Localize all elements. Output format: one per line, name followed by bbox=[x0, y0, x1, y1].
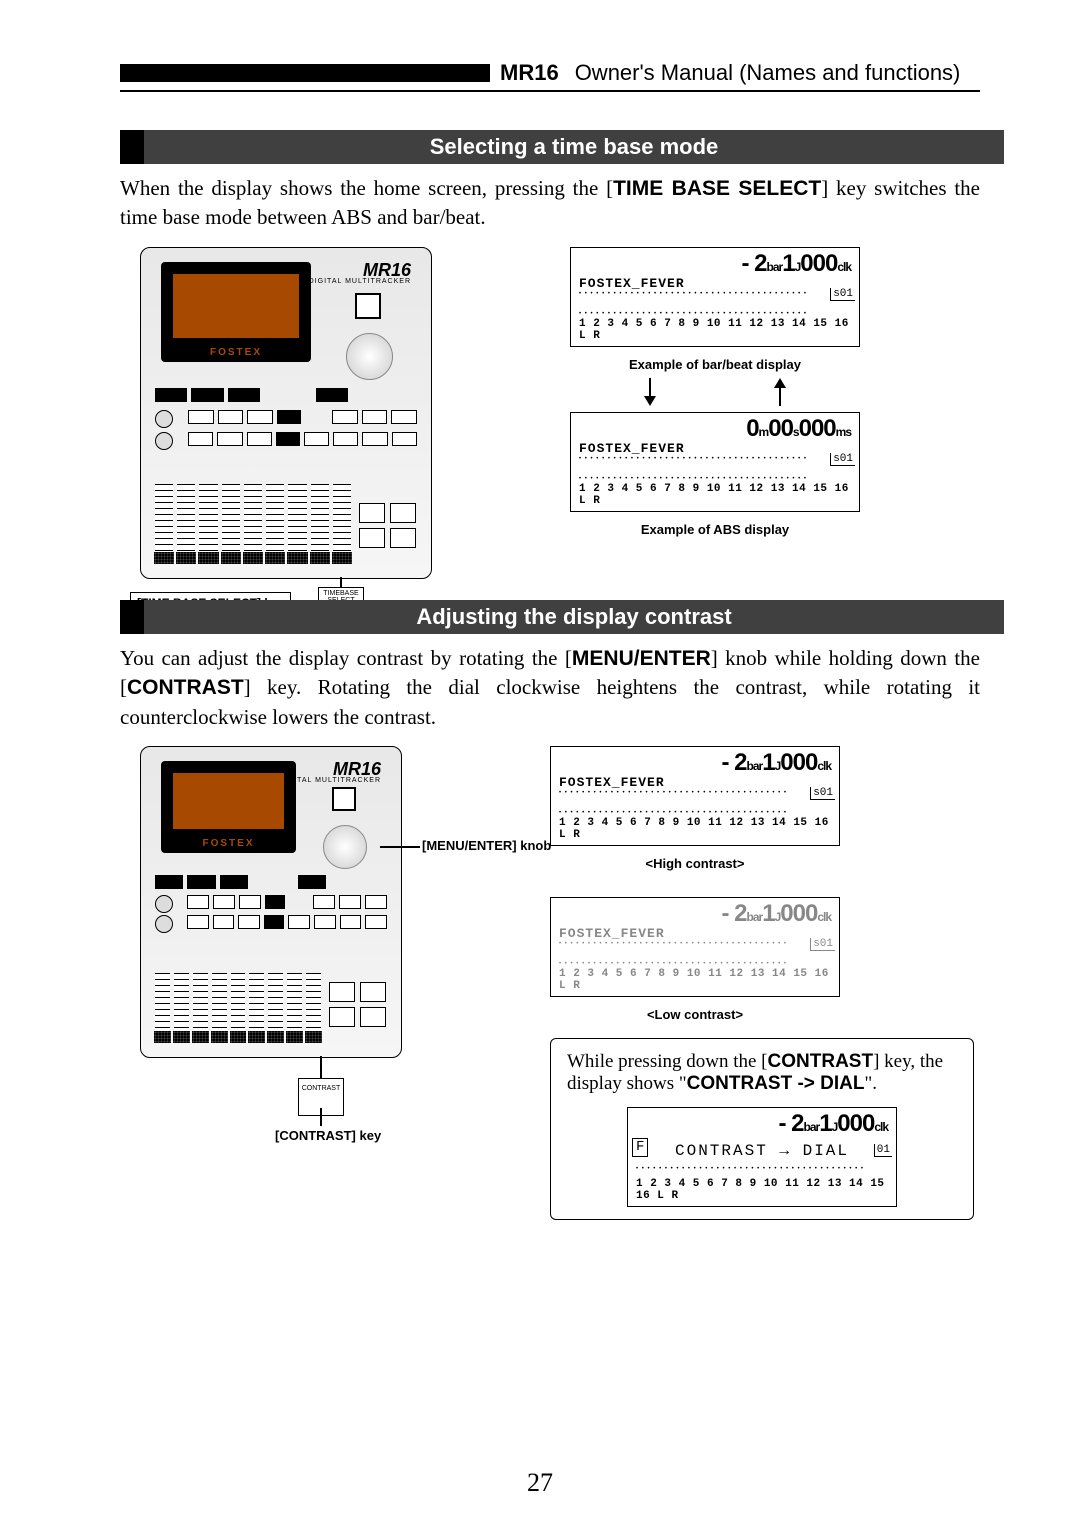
lcd-songnum: s01 bbox=[830, 288, 855, 301]
lcd-songname: FOSTEX_FEVER bbox=[579, 441, 851, 456]
transport-buttons-icon bbox=[359, 503, 417, 548]
callout-contrast-key: [CONTRAST] key bbox=[275, 1128, 381, 1143]
s2-body-k2: CONTRAST bbox=[127, 676, 244, 699]
note-post: ". bbox=[865, 1073, 878, 1094]
lcd-unit: bar bbox=[747, 759, 763, 773]
callout-menu-enter-knob: [MENU/ENTER] knob bbox=[422, 838, 551, 853]
caption-low-contrast: <Low contrast> bbox=[550, 1007, 840, 1022]
lcd-unit: clk bbox=[874, 1120, 888, 1134]
header-rule bbox=[120, 90, 980, 92]
lcd-unit: bar bbox=[804, 1120, 820, 1134]
lcd-songnum: s01 bbox=[830, 453, 855, 466]
power-button-icon bbox=[332, 787, 356, 811]
faders-icon bbox=[155, 484, 351, 564]
note-key: CONTRAST bbox=[768, 1051, 874, 1072]
lcd-unit: clk bbox=[817, 910, 831, 924]
lcd-unit: bar bbox=[747, 910, 763, 924]
caption-barbeat: Example of bar/beat display bbox=[570, 357, 860, 372]
device-illustration-1: MR16 DIGITAL MULTITRACKER FOSTEX bbox=[140, 247, 432, 579]
caption-abs: Example of ABS display bbox=[570, 522, 860, 537]
section1-body-key: TIME BASE SELECT bbox=[613, 177, 821, 200]
section-heading-contrast: Adjusting the display contrast bbox=[120, 600, 1004, 634]
lcd-songname: FOSTEX_FEVER bbox=[559, 926, 831, 941]
lcd-val: 1 bbox=[782, 250, 794, 277]
power-button-icon bbox=[355, 293, 381, 319]
note-pre: While pressing down the [ bbox=[567, 1051, 768, 1072]
lcd-val: 1 bbox=[762, 749, 774, 776]
lcd-tracks: 1 2 3 4 5 6 7 8 9 10 11 12 13 14 15 16 L… bbox=[559, 968, 831, 992]
lcd-unit: ms bbox=[836, 425, 851, 439]
s2-body-k1: MENU/ENTER bbox=[572, 647, 711, 670]
lcd-midtext: CONTRAST → DIAL bbox=[628, 1142, 896, 1160]
device-screen: FOSTEX bbox=[161, 761, 296, 853]
caption-high-contrast: <High contrast> bbox=[550, 856, 840, 871]
menu-enter-knob-icon bbox=[346, 333, 393, 380]
lcd-val: 00 bbox=[768, 415, 793, 442]
lcd-unit: m bbox=[759, 425, 769, 439]
lcd-val: 000 bbox=[799, 415, 836, 442]
lcd-val: - 2 bbox=[779, 1110, 804, 1137]
lcd-high-contrast: - 2bar1J000clk FOSTEX_FEVER s01 • • • • … bbox=[550, 746, 840, 846]
page-number: 27 bbox=[0, 1468, 1080, 1498]
lcd-songnum: 01 bbox=[874, 1144, 892, 1157]
lcd-val: 1 bbox=[819, 1110, 831, 1137]
lcd-val: 000 bbox=[800, 250, 837, 277]
note-show: CONTRAST -> DIAL bbox=[687, 1073, 865, 1094]
lcd-val: - 2 bbox=[722, 900, 747, 927]
section1-body-pre: When the display shows the home screen, … bbox=[120, 176, 613, 200]
lcd-val: - 2 bbox=[722, 749, 747, 776]
lcd-val: 000 bbox=[780, 749, 817, 776]
header-black-bar bbox=[120, 64, 490, 82]
section-heading-timebase: Selecting a time base mode bbox=[120, 130, 1004, 164]
lcd-tracks: 1 2 3 4 5 6 7 8 9 10 11 12 13 14 15 16 L… bbox=[579, 483, 851, 507]
lcd-unit: bar bbox=[767, 260, 783, 274]
header-title: Owner's Manual (Names and functions) bbox=[575, 60, 961, 86]
swap-arrows-icon bbox=[570, 378, 860, 406]
lcd-val: - 2 bbox=[742, 250, 767, 277]
section1-body: When the display shows the home screen, … bbox=[120, 174, 980, 232]
lcd-val: 1 bbox=[762, 900, 774, 927]
lcd-unit: clk bbox=[837, 260, 851, 274]
menu-enter-knob-icon bbox=[323, 825, 367, 869]
s2-body-post: ] key. Rotating the dial clockwise heigh… bbox=[120, 675, 980, 728]
lcd-songnum: s01 bbox=[810, 787, 835, 800]
lcd-contrast-dial: - 2bar1J000clk F CONTRAST → DIAL 01 • • … bbox=[627, 1107, 897, 1207]
lcd-tracks: 1 2 3 4 5 6 7 8 9 10 11 12 13 14 15 16 L… bbox=[636, 1178, 888, 1202]
lcd-songnum: s01 bbox=[810, 938, 835, 951]
device-sublogo: DIGITAL MULTITRACKER bbox=[309, 278, 411, 285]
s2-body-pre: You can adjust the display contrast by r… bbox=[120, 646, 572, 670]
lcd-val: 000 bbox=[780, 900, 817, 927]
lcd-tracks: 1 2 3 4 5 6 7 8 9 10 11 12 13 14 15 16 L… bbox=[579, 318, 851, 342]
lcd-tracks: 1 2 3 4 5 6 7 8 9 10 11 12 13 14 15 16 L… bbox=[559, 817, 831, 841]
lcd-low-contrast: - 2bar1J000clk FOSTEX_FEVER s01 • • • • … bbox=[550, 897, 840, 997]
lcd-barbeat: - 2bar1J000clk FOSTEX_FEVER s01 • • • • … bbox=[570, 247, 860, 347]
device-illustration-2: MR16 DIGITAL MULTITRACKER FOSTEX bbox=[140, 746, 402, 1058]
lcd-val: 0 bbox=[746, 415, 758, 442]
contrast-note-box: While pressing down the [CONTRAST] key, … bbox=[550, 1038, 974, 1220]
lcd-val: 000 bbox=[837, 1110, 874, 1137]
section2-body: You can adjust the display contrast by r… bbox=[120, 644, 980, 731]
lcd-abs: 0m00s000ms FOSTEX_FEVER s01 • • • • • • … bbox=[570, 412, 860, 512]
faders-icon bbox=[155, 973, 321, 1043]
device-screen: FOSTEX bbox=[161, 262, 311, 362]
lcd-songname: FOSTEX_FEVER bbox=[559, 775, 831, 790]
lcd-unit: clk bbox=[817, 759, 831, 773]
transport-buttons-icon bbox=[329, 982, 387, 1027]
lcd-songname: FOSTEX_FEVER bbox=[579, 276, 851, 291]
header-model: MR16 bbox=[500, 60, 559, 85]
